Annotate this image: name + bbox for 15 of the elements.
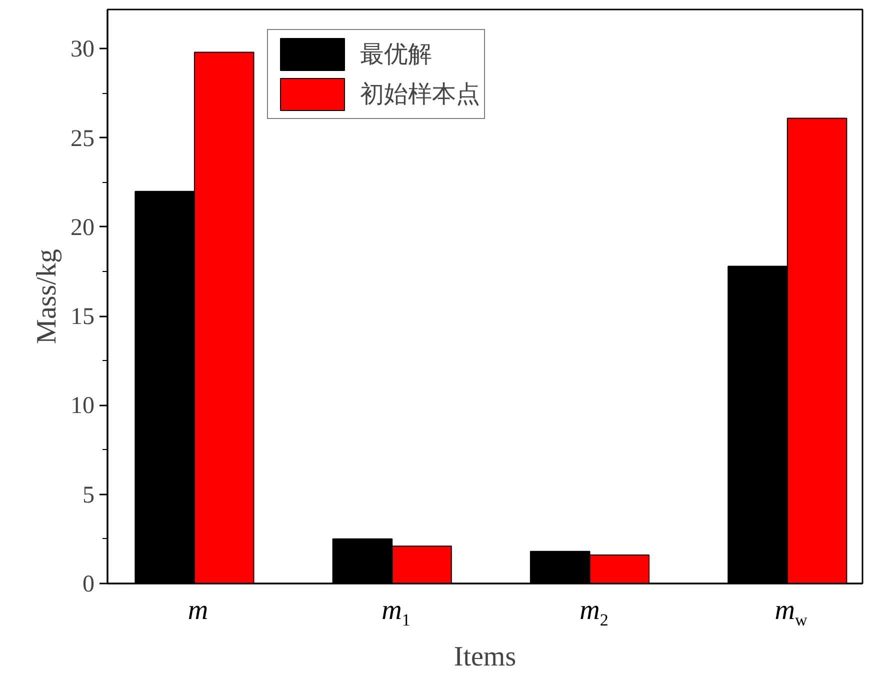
y-axis-title: Mass/kg <box>32 249 62 344</box>
x-tick-label: m$_{1}$ <box>382 595 410 630</box>
y-tick-label: 25 <box>70 126 94 152</box>
y-tick-label: 5 <box>82 482 94 508</box>
x-tick-label: m <box>188 595 208 626</box>
y-tick-label: 30 <box>70 36 94 63</box>
y-tick-label: 20 <box>70 214 94 241</box>
y-tick-label: 0 <box>82 572 94 598</box>
y-tick-label: 15 <box>70 304 94 330</box>
legend-label: 初始样本点 <box>360 79 480 110</box>
x-tick-label: m$_{2}$ <box>580 595 608 630</box>
x-axis-title: Items <box>454 642 516 672</box>
y-tick-label: 10 <box>70 393 94 420</box>
legend-label: 最优解 <box>360 39 432 70</box>
x-tick-label: m$_{w}$ <box>774 595 808 630</box>
